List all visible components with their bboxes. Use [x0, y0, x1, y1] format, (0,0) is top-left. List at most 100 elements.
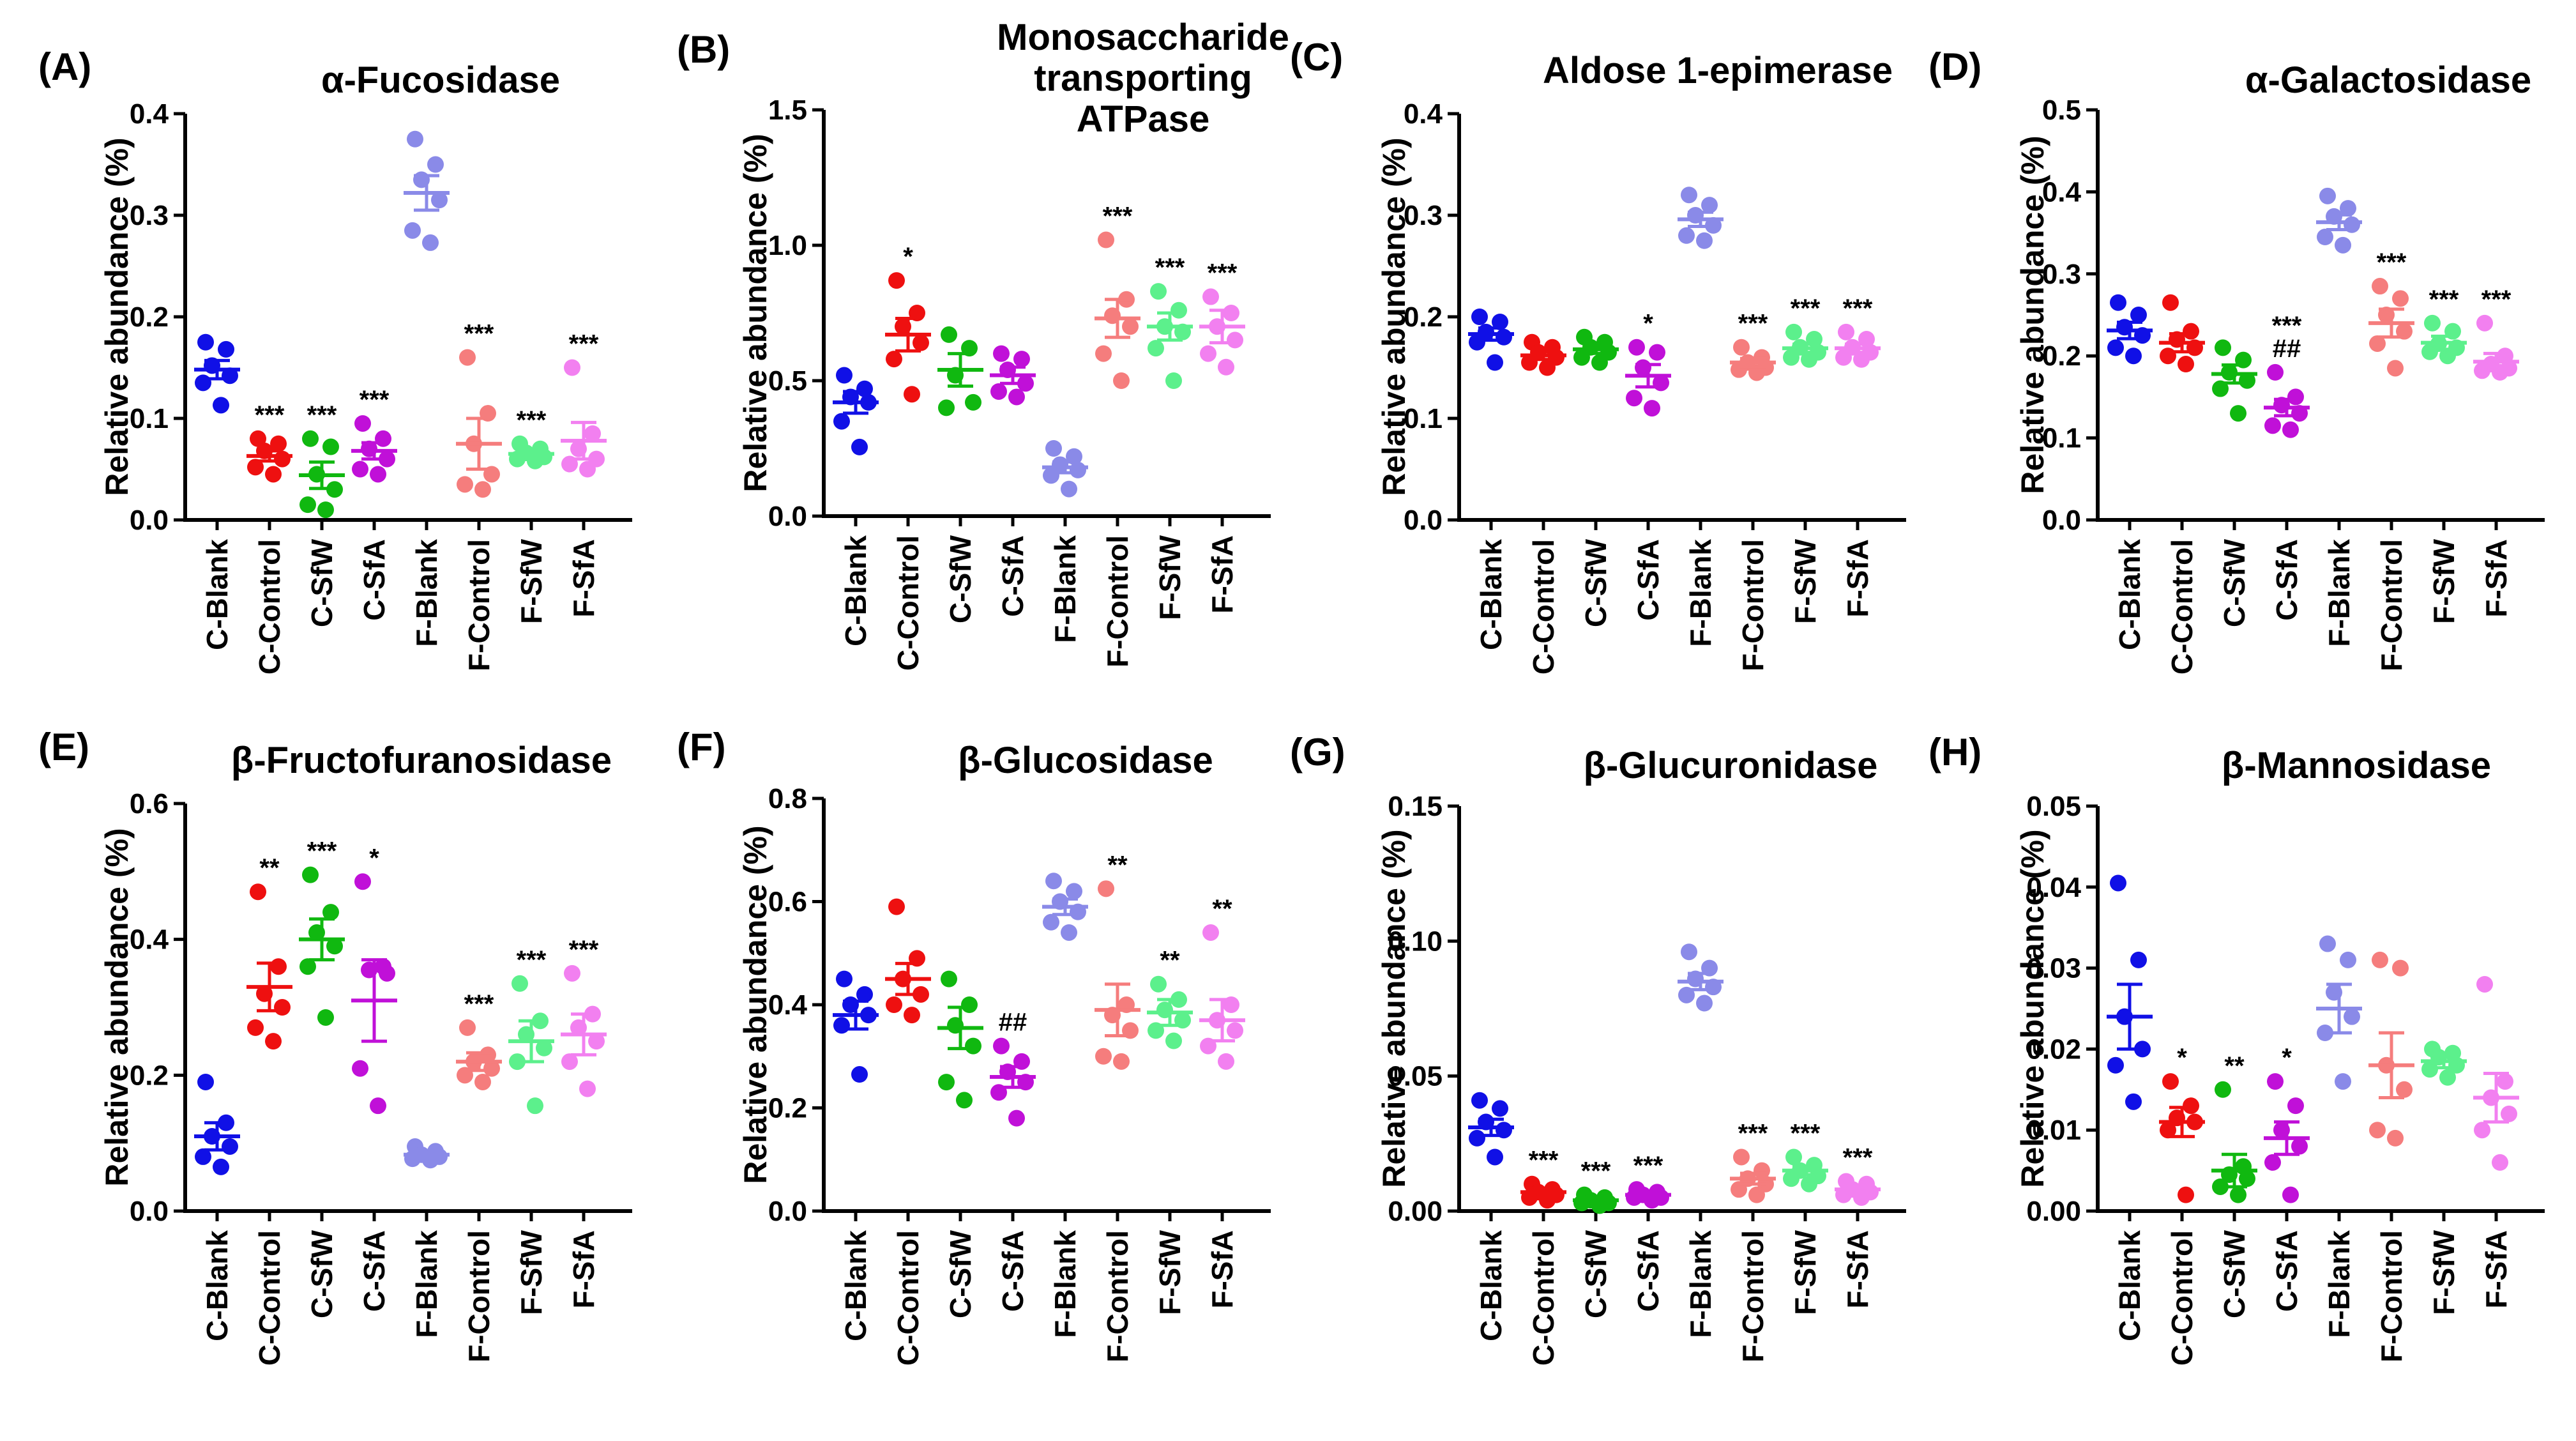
data-point: [1487, 1148, 1503, 1166]
data-point: [833, 413, 850, 430]
y-tick-label: 0.2: [2042, 340, 2081, 372]
data-point: [1165, 372, 1182, 389]
y-tick-label: 0.00: [2026, 1196, 2081, 1227]
panel-label: (H): [1928, 731, 1981, 774]
x-tick-label: F-SfW: [515, 1230, 548, 1315]
data-point: [299, 496, 316, 514]
y-axis-label: Relative abundance (%): [738, 825, 773, 1184]
data-point: [2230, 405, 2246, 422]
data-point: [270, 958, 287, 975]
data-point: [322, 904, 339, 921]
data-point: [2335, 1073, 2351, 1090]
data-point: [886, 351, 902, 368]
data-point: [2125, 347, 2142, 365]
data-point: [270, 435, 287, 452]
significance-label: ***: [2429, 286, 2459, 314]
data-point: [564, 964, 580, 982]
data-point: [2424, 314, 2441, 332]
x-tick-label: C-SfA: [358, 1230, 391, 1312]
data-point: [1122, 318, 1139, 335]
data-point: [2130, 951, 2147, 968]
data-point: [1644, 400, 1660, 417]
data-point: [527, 1097, 543, 1115]
y-tick-label: 0.0: [1404, 505, 1443, 536]
significance-label: ***: [1581, 1157, 1611, 1186]
y-tick-label: 0.0: [768, 1196, 807, 1227]
x-tick-label: F-Control: [1736, 539, 1769, 671]
data-point: [1733, 339, 1750, 356]
data-point: [1801, 1175, 1817, 1193]
x-tick-label: F-SfW: [1153, 1230, 1186, 1315]
data-point: [247, 1019, 264, 1036]
data-point: [511, 975, 528, 992]
significance-label: ***: [2272, 312, 2302, 340]
data-point: [1223, 305, 1239, 321]
data-point: [913, 334, 929, 351]
data-point: [2264, 1154, 2281, 1171]
y-tick-label: 0.04: [2026, 872, 2081, 903]
data-point: [2335, 236, 2351, 254]
significance-label: **: [1107, 851, 1128, 879]
data-point: [197, 333, 214, 351]
chart-panel: (G) β-Glucuronidase 0.00 0.05 0.10 0.15 Relati…: [1290, 731, 1906, 1366]
data-point: [2474, 1122, 2490, 1139]
data-point: [1045, 440, 1062, 457]
significance-label: ***: [1208, 259, 1238, 287]
data-point: [2178, 1186, 2194, 1203]
data-point: [2215, 339, 2231, 356]
x-tick-label: F-Control: [1101, 1230, 1134, 1362]
x-tick-label: C-SfA: [1632, 539, 1665, 621]
x-tick-label: F-Control: [462, 1230, 496, 1362]
y-axis-label: Relative abundance (%): [2015, 135, 2050, 494]
data-point: [1218, 1053, 1234, 1070]
data-point: [2160, 1122, 2176, 1139]
significance-label: **: [259, 854, 280, 882]
significance-label: *: [1643, 310, 1653, 338]
panel-label: (A): [38, 45, 91, 88]
chart-title: β-Mannosidase: [2222, 745, 2491, 786]
chart-panel: (C) Aldose 1-epimerase 0.0 0.1 0.2 0.3 0.4 Rela…: [1290, 36, 1906, 675]
x-tick-label: C-Blank: [1474, 539, 1508, 650]
x-tick-label: F-Blank: [410, 1230, 443, 1338]
significance-label: ***: [360, 386, 390, 414]
data-point: [302, 866, 319, 883]
x-tick-label: C-Blank: [201, 539, 234, 650]
panel-label: (E): [38, 726, 89, 768]
data-point: [1748, 364, 1765, 381]
data-point: [1227, 332, 1243, 349]
data-point: [1200, 345, 1216, 362]
data-point: [1838, 323, 1854, 340]
data-point: [2372, 278, 2388, 295]
significance-label: ***: [2481, 286, 2512, 314]
data-point: [2282, 1186, 2299, 1203]
data-point: [2369, 1122, 2386, 1139]
x-tick-label: C-SfA: [2270, 539, 2303, 621]
data-point: [474, 481, 491, 498]
significance-label: ***: [1843, 294, 1873, 323]
data-point: [2110, 294, 2126, 311]
data-point: [1061, 924, 1077, 941]
data-point: [1496, 328, 1512, 346]
data-point: [888, 272, 905, 289]
x-tick-label: F-SfW: [1789, 538, 1822, 623]
data-point: [1043, 913, 1059, 931]
data-point: [579, 1080, 596, 1097]
data-point: [536, 1039, 552, 1056]
y-tick-label: 0.4: [130, 924, 169, 956]
significance-label: ***: [569, 936, 599, 964]
data-point: [2110, 874, 2126, 892]
data-point: [1785, 1148, 1802, 1166]
data-point: [222, 1138, 238, 1155]
chart-title: α-Fucosidase: [321, 59, 560, 101]
chart-title: α-Galactosidase: [2245, 59, 2531, 101]
data-point: [431, 192, 448, 209]
data-point: [2212, 1178, 2229, 1195]
y-tick-label: 0.3: [1404, 200, 1443, 231]
data-point: [2317, 229, 2333, 246]
data-point: [352, 1060, 368, 1077]
data-point: [480, 1046, 496, 1064]
data-point: [2392, 959, 2409, 977]
x-tick-label: F-Blank: [410, 539, 443, 647]
data-point: [2160, 347, 2176, 365]
data-point: [2492, 1154, 2508, 1171]
